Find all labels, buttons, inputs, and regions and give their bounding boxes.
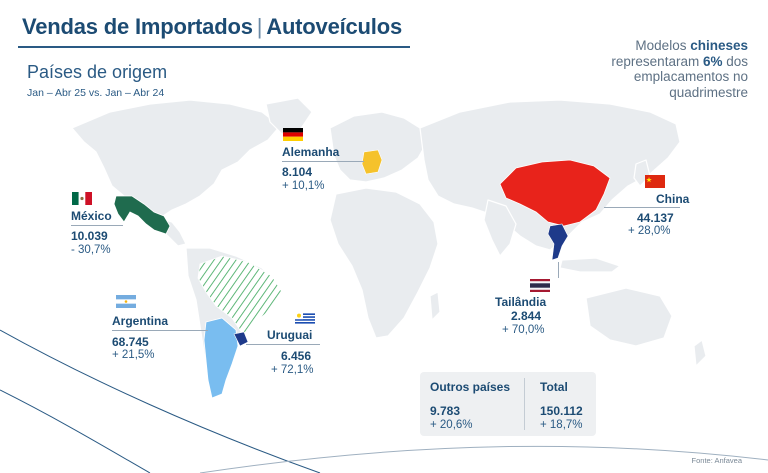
- summary-outros-variation: + 20,6%: [430, 419, 473, 431]
- country-value-tailandia: 2.844: [511, 309, 542, 323]
- north-america-shape: [71, 99, 281, 219]
- source-label: Fonte: Anfavea: [691, 456, 742, 465]
- summary-outros-label: Outros países: [430, 380, 511, 394]
- summary-total-variation: + 18,7%: [540, 419, 583, 431]
- country-value-uruguai: 6.456: [281, 349, 312, 363]
- thailand-shape: [547, 223, 569, 261]
- country-variation-alemanha: + 10,1%: [282, 180, 325, 192]
- highlight-note: Modelos chineses representaram 6% dos em…: [548, 38, 748, 100]
- summary-total-value: 150.112: [540, 404, 583, 418]
- note-text: representaram: [611, 53, 703, 69]
- summary-outros-value: 9.783: [430, 404, 461, 418]
- country-name-tailandia: Tailândia: [495, 295, 547, 309]
- country-value-china: 44.137: [637, 211, 674, 225]
- africa-shape: [329, 187, 439, 339]
- note-text: emplacamentos no: [633, 69, 748, 84]
- mexico-flag-icon: [72, 192, 92, 205]
- leader-line: [112, 330, 208, 331]
- decor-curve: [199, 445, 768, 473]
- china-shape: [499, 159, 611, 227]
- title-main: Vendas de Importados: [22, 14, 253, 39]
- period-label: Jan – Abr 25 vs. Jan – Abr 24: [27, 87, 165, 99]
- summary-divider: [524, 378, 525, 430]
- country-value-mexico: 10.039: [71, 229, 108, 243]
- india-shape: [483, 199, 517, 257]
- country-variation-argentina: + 21,5%: [112, 349, 155, 361]
- germany-flag-icon: [283, 128, 303, 141]
- indonesia-shape: [559, 257, 621, 273]
- title-underline: [18, 46, 410, 48]
- country-name-china: China: [656, 192, 690, 206]
- europe-shape: [329, 111, 427, 183]
- australia-shape: [585, 287, 673, 347]
- brazil-shape: [197, 255, 283, 337]
- country-name-alemanha: Alemanha: [282, 145, 340, 159]
- madagascar-shape: [429, 291, 441, 321]
- country-name-argentina: Argentina: [112, 314, 169, 328]
- note-emphasis: chineses: [690, 38, 748, 53]
- uruguay-flag-icon: [295, 312, 315, 325]
- country-variation-mexico: - 30,7%: [71, 244, 111, 256]
- country-value-argentina: 68.745: [112, 335, 149, 349]
- country-variation-china: + 28,0%: [628, 225, 671, 237]
- china-flag-icon: [645, 175, 665, 188]
- new-zealand-shape: [693, 339, 707, 367]
- note-percentage: 6%: [702, 53, 723, 69]
- thailand-flag-icon: [530, 279, 550, 292]
- page-title: Vendas de Importados | Autoveículos: [22, 14, 402, 40]
- argentina-flag-icon: [116, 295, 136, 308]
- title-block: Vendas de Importados | Autoveículos: [22, 14, 402, 40]
- note-text: quadrimestre: [669, 84, 748, 100]
- title-sub: Autoveículos: [266, 14, 402, 39]
- germany-shape: [361, 149, 383, 175]
- country-variation-tailandia: + 70,0%: [502, 324, 545, 336]
- subtitle: Países de origem: [27, 62, 168, 82]
- leader-line: [246, 344, 320, 345]
- country-name-uruguai: Uruguai: [267, 328, 313, 342]
- leader-line: [71, 225, 123, 226]
- decor-curve: [0, 389, 151, 473]
- title-separator: |: [256, 14, 263, 39]
- uruguay-shape: [233, 331, 249, 347]
- note-text: Modelos: [635, 38, 691, 53]
- country-value-alemanha: 8.104: [282, 165, 313, 179]
- leader-line: [604, 207, 680, 208]
- decor-curve: [0, 329, 321, 473]
- mexico-shape: [113, 195, 171, 235]
- country-name-mexico: México: [71, 209, 112, 223]
- leader-line: [282, 161, 364, 162]
- argentina-shape: [203, 317, 239, 399]
- summary-box: [420, 372, 596, 436]
- leader-line: [558, 262, 559, 278]
- summary-total-label: Total: [540, 380, 568, 394]
- note-text: dos: [722, 53, 748, 69]
- country-variation-uruguai: + 72,1%: [271, 364, 314, 376]
